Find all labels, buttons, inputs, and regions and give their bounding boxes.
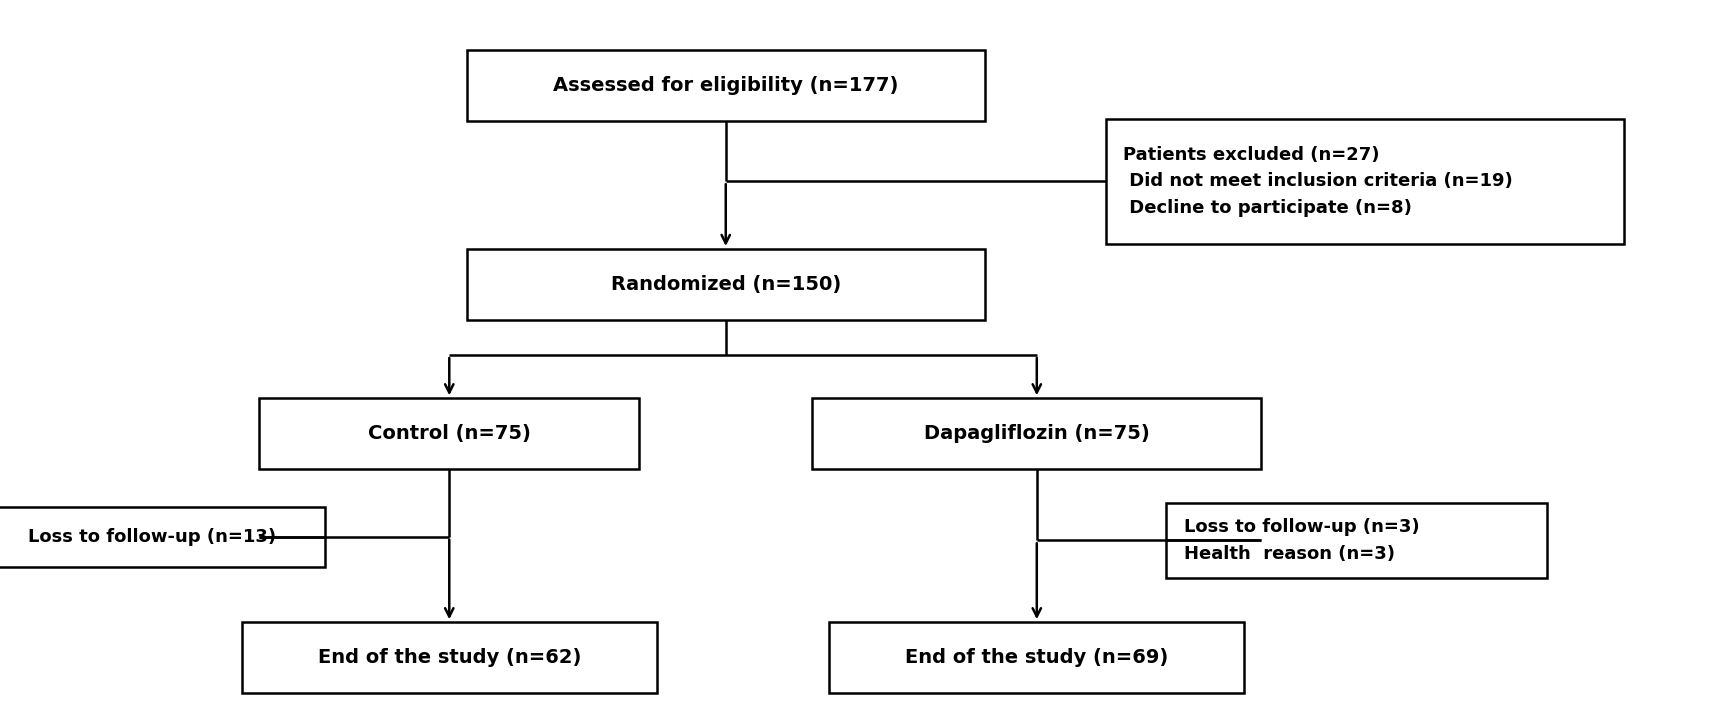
Text: Loss to follow-up (n=3)
Health  reason (n=3): Loss to follow-up (n=3) Health reason (n… bbox=[1184, 518, 1419, 562]
Text: Loss to follow-up (n=13): Loss to follow-up (n=13) bbox=[28, 528, 276, 546]
Text: Randomized (n=150): Randomized (n=150) bbox=[610, 275, 842, 294]
Text: Dapagliflozin (n=75): Dapagliflozin (n=75) bbox=[924, 424, 1149, 443]
FancyBboxPatch shape bbox=[467, 50, 985, 121]
Text: Patients excluded (n=27)
 Did not meet inclusion criteria (n=19)
 Decline to par: Patients excluded (n=27) Did not meet in… bbox=[1123, 146, 1514, 217]
Text: Control (n=75): Control (n=75) bbox=[368, 424, 530, 443]
FancyBboxPatch shape bbox=[242, 622, 657, 693]
FancyBboxPatch shape bbox=[467, 249, 985, 320]
Text: End of the study (n=62): End of the study (n=62) bbox=[318, 648, 581, 667]
FancyBboxPatch shape bbox=[829, 622, 1244, 693]
FancyBboxPatch shape bbox=[259, 398, 639, 469]
Text: Assessed for eligibility (n=177): Assessed for eligibility (n=177) bbox=[553, 76, 899, 95]
FancyBboxPatch shape bbox=[1166, 503, 1547, 577]
FancyBboxPatch shape bbox=[1106, 119, 1624, 243]
Text: End of the study (n=69): End of the study (n=69) bbox=[905, 648, 1168, 667]
FancyBboxPatch shape bbox=[812, 398, 1261, 469]
FancyBboxPatch shape bbox=[0, 506, 325, 567]
